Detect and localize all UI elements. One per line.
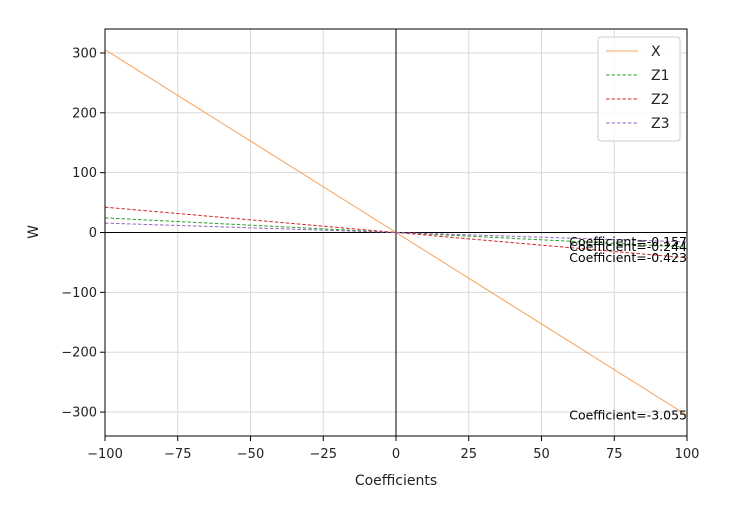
y-axis-label: W — [26, 225, 42, 239]
annotations: Coefficient=-0.157Coefficient=-0.244Coef… — [569, 234, 687, 422]
series-line-z2 — [105, 206, 687, 259]
legend-label-z1: Z1 — [651, 68, 670, 84]
y-tick-label: 100 — [72, 166, 97, 181]
legend-label-x: X — [651, 44, 661, 60]
x-tick-label: −100 — [87, 447, 123, 462]
x-tick-label: 75 — [606, 447, 623, 462]
x-tick-label: 25 — [460, 447, 477, 462]
x-tick-label: 0 — [392, 447, 400, 462]
legend: X Z1 Z2 Z3 — [597, 36, 681, 142]
coefficient-annotation: Coefficient=-0.423 — [569, 250, 687, 265]
y-tick-label: 200 — [72, 106, 97, 121]
x-tick-label: −75 — [164, 447, 191, 462]
legend-label-z2: Z2 — [651, 92, 670, 108]
coefficient-annotation: Coefficient=-0.244 — [569, 239, 687, 254]
y-tick-label: 300 — [72, 46, 97, 61]
coefficient-annotation: Coefficient=-3.055 — [569, 407, 687, 422]
y-tick-label: −100 — [61, 286, 97, 301]
x-axis-label: Coefficients — [355, 473, 437, 489]
x-tick-label: 100 — [675, 447, 700, 462]
y-tick-label: −200 — [61, 346, 97, 361]
x-tick-label: 50 — [533, 447, 550, 462]
coefficient-annotation: Coefficient=-0.157 — [569, 234, 687, 249]
legend-box — [597, 36, 681, 142]
series-layer — [105, 49, 687, 416]
series-line-z1 — [105, 217, 687, 248]
y-tick-label: −300 — [61, 406, 97, 421]
x-tick-label: −25 — [310, 447, 337, 462]
x-tick-label: −50 — [237, 447, 264, 462]
y-tick-label: 0 — [89, 226, 97, 241]
series-line-z3 — [105, 222, 687, 243]
x-axis-ticks: −100 −75 −50 −25 0 25 50 75 100 — [87, 436, 699, 462]
legend-label-z3: Z3 — [651, 116, 670, 132]
y-axis-ticks: −300 −200 −100 0 100 200 300 — [61, 46, 105, 421]
